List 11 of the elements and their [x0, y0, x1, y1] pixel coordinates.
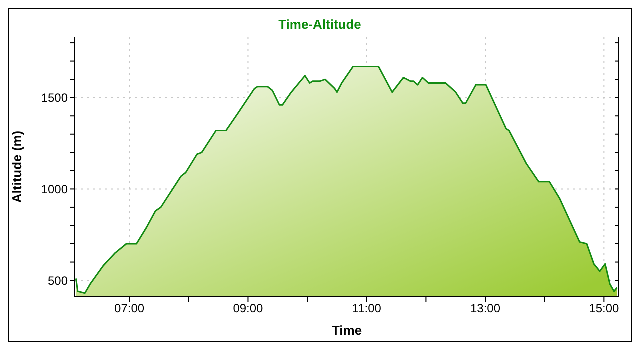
y-tick-label: 1000: [41, 182, 68, 196]
x-tick-label: 11:00: [352, 302, 382, 316]
x-tick-label: 13:00: [470, 302, 501, 316]
x-tick-label: 15:00: [589, 302, 620, 316]
x-axis-title: Time: [332, 323, 362, 338]
y-axis-title: Altitude (m): [10, 130, 25, 204]
x-tick-label: 07:00: [114, 302, 145, 316]
y-tick-label: 500: [48, 274, 68, 288]
x-tick-label: 09:00: [233, 302, 264, 316]
y-tick-label: 1500: [41, 91, 68, 106]
chart-title: Time-Altitude: [278, 16, 362, 34]
